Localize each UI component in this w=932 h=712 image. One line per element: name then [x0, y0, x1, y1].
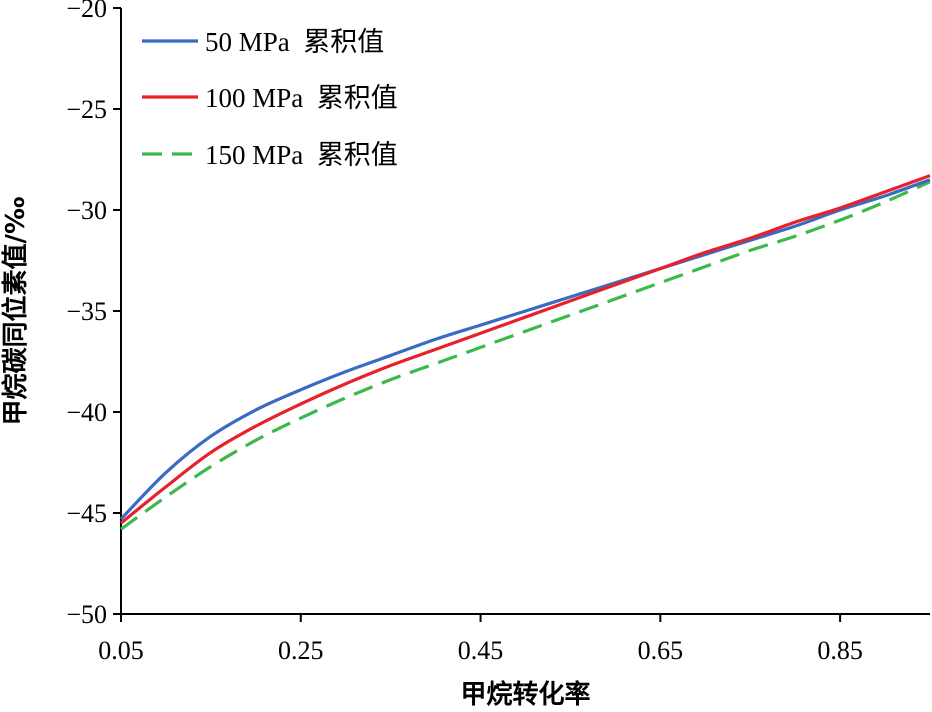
x-axis-title: 甲烷转化率 [460, 679, 590, 710]
x-axis: 0.05 0.25 0.45 0.65 0.85 [98, 614, 863, 665]
x-tick-label: 0.45 [458, 636, 504, 665]
y-tick-label: −25 [66, 95, 107, 124]
y-axis-title: 甲烷碳同位素值/‰ [0, 197, 31, 426]
x-tick-label: 0.65 [638, 636, 684, 665]
y-tick-label: −40 [66, 398, 107, 427]
y-tick-label: −30 [66, 196, 107, 225]
series-line-1 [119, 178, 931, 521]
y-tick-label: −20 [66, 0, 107, 23]
y-tick-label: −50 [66, 600, 107, 629]
legend-label-3: 150 MPa 累积值 [205, 140, 398, 170]
y-axis: −20 −25 −30 −35 −40 −45 −50 [66, 0, 121, 629]
legend: 50 MPa 累积值 100 MPa 累积值 150 MPa 累积值 [142, 27, 398, 170]
legend-label-2: 100 MPa 累积值 [205, 83, 398, 113]
x-tick-label: 0.85 [817, 636, 863, 665]
legend-label-1: 50 MPa 累积值 [205, 27, 384, 57]
y-tick-label: −45 [66, 499, 107, 528]
series-line-2 [119, 174, 931, 525]
x-tick-label: 0.05 [98, 636, 144, 665]
y-tick-label: −35 [66, 297, 107, 326]
x-tick-label: 0.25 [278, 636, 324, 665]
series-layer [119, 174, 931, 531]
series-line-3 [120, 180, 931, 531]
